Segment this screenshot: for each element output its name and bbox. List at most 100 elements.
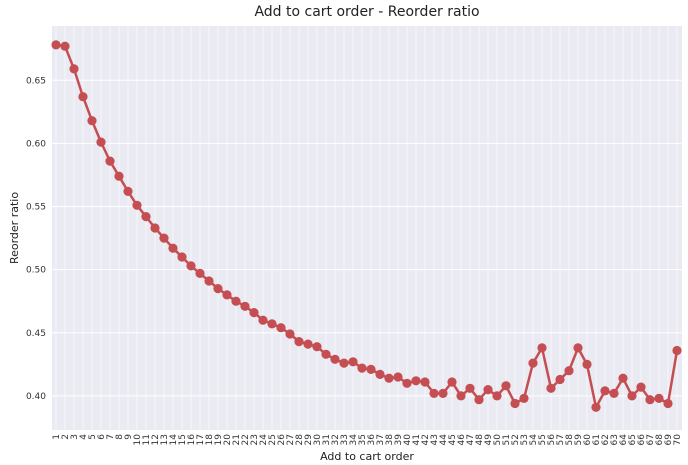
data-point-62 xyxy=(600,386,610,396)
x-tick-label: 52 xyxy=(511,434,521,445)
x-tick-label: 58 xyxy=(565,434,575,446)
x-tick-label: 4 xyxy=(79,434,89,440)
x-tick-label: 27 xyxy=(286,434,296,445)
data-point-59 xyxy=(573,343,583,353)
data-point-10 xyxy=(132,200,142,210)
data-point-48 xyxy=(474,395,484,405)
data-point-9 xyxy=(123,186,133,196)
data-point-50 xyxy=(492,391,502,401)
x-tick-label: 68 xyxy=(655,434,665,446)
data-point-45 xyxy=(447,377,457,387)
x-tick-label: 12 xyxy=(151,434,161,445)
x-tick-label: 3 xyxy=(70,434,80,440)
x-tick-label: 16 xyxy=(187,434,197,446)
y-tick-label: 0.60 xyxy=(26,139,46,149)
data-point-40 xyxy=(402,378,412,388)
data-point-39 xyxy=(393,372,403,382)
x-tick-label: 43 xyxy=(430,434,440,445)
x-tick-label: 42 xyxy=(421,434,431,445)
data-point-8 xyxy=(114,171,124,181)
data-point-66 xyxy=(636,382,646,392)
data-point-58 xyxy=(564,366,574,376)
x-tick-label: 19 xyxy=(214,434,224,446)
x-tick-label: 17 xyxy=(196,434,206,445)
y-tick-label: 0.45 xyxy=(26,329,46,339)
data-point-68 xyxy=(654,393,664,403)
x-tick-label: 61 xyxy=(592,434,602,445)
x-tick-label: 10 xyxy=(133,434,143,446)
data-point-20 xyxy=(222,290,232,300)
x-tick-label: 50 xyxy=(493,434,503,446)
x-tick-label: 54 xyxy=(529,434,539,446)
x-tick-label: 29 xyxy=(304,434,314,446)
x-tick-label: 45 xyxy=(448,434,458,445)
data-point-24 xyxy=(258,315,268,325)
y-tick-label: 0.50 xyxy=(26,266,46,276)
data-point-25 xyxy=(267,319,277,329)
x-tick-labels: 1 2 3 4 5 6 7 8 9 10 11 12 13 14 15 16 17 18 19 20 21 22 23 24 2… xyxy=(52,434,683,446)
x-tick-label: 60 xyxy=(583,434,593,446)
x-tick-label: 31 xyxy=(322,434,332,445)
data-point-46 xyxy=(456,391,466,401)
data-point-41 xyxy=(411,376,421,386)
x-tick-label: 66 xyxy=(637,434,647,446)
data-point-61 xyxy=(591,402,601,412)
data-point-49 xyxy=(483,385,493,395)
x-tick-label: 30 xyxy=(313,434,323,446)
x-tick-label: 44 xyxy=(439,434,449,446)
x-tick-label: 69 xyxy=(664,434,674,446)
data-points xyxy=(51,40,682,412)
x-tick-label: 37 xyxy=(376,434,386,445)
x-tick-label: 2 xyxy=(61,434,71,440)
x-tick-label: 39 xyxy=(394,434,404,446)
x-tick-label: 59 xyxy=(574,434,584,446)
x-tick-label: 57 xyxy=(556,434,566,445)
data-point-36 xyxy=(366,364,376,374)
data-point-15 xyxy=(177,252,187,262)
data-point-19 xyxy=(213,284,223,294)
x-tick-label: 64 xyxy=(619,434,629,446)
x-tick-label: 23 xyxy=(250,434,260,445)
data-point-47 xyxy=(465,383,475,393)
x-tick-label: 34 xyxy=(349,434,359,446)
x-tick-label: 1 xyxy=(52,434,62,440)
data-point-34 xyxy=(348,357,358,367)
x-tick-label: 67 xyxy=(646,434,656,445)
x-tick-label: 62 xyxy=(601,434,611,445)
x-tick-label: 11 xyxy=(142,434,152,445)
data-point-33 xyxy=(339,358,349,368)
data-point-13 xyxy=(159,233,169,243)
data-point-43 xyxy=(429,388,439,398)
data-point-3 xyxy=(69,64,79,74)
x-tick-label: 40 xyxy=(403,434,413,446)
data-point-6 xyxy=(96,137,106,147)
data-point-1 xyxy=(51,40,61,50)
x-tick-label: 7 xyxy=(106,434,116,440)
data-point-67 xyxy=(645,395,655,405)
x-tick-label: 48 xyxy=(475,434,485,446)
data-point-31 xyxy=(321,349,331,359)
x-tick-label: 26 xyxy=(277,434,287,446)
data-point-30 xyxy=(312,342,322,352)
y-tick-label: 0.40 xyxy=(26,392,46,402)
x-tick-label: 46 xyxy=(457,434,467,446)
data-point-37 xyxy=(375,369,385,379)
data-point-17 xyxy=(195,268,205,278)
data-point-51 xyxy=(501,381,511,391)
data-point-7 xyxy=(105,156,115,166)
x-tick-label: 38 xyxy=(385,434,395,446)
data-point-26 xyxy=(276,323,286,333)
data-point-63 xyxy=(609,388,619,398)
y-axis-title: Reorder ratio xyxy=(8,192,21,264)
data-point-4 xyxy=(78,92,88,102)
data-point-32 xyxy=(330,354,340,364)
data-point-29 xyxy=(303,339,313,349)
x-tick-label: 13 xyxy=(160,434,170,445)
data-point-69 xyxy=(663,398,673,409)
x-tick-label: 9 xyxy=(124,434,134,440)
x-tick-label: 18 xyxy=(205,434,215,446)
data-point-44 xyxy=(438,388,448,398)
x-tick-label: 63 xyxy=(610,434,620,445)
x-tick-label: 28 xyxy=(295,434,305,446)
